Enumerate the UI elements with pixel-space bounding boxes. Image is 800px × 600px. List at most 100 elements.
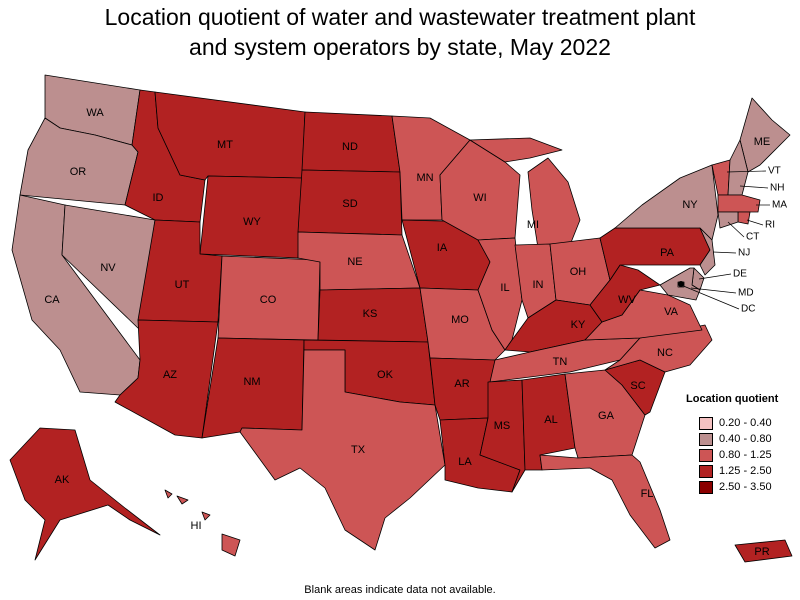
state-label-co: CO <box>260 294 277 306</box>
title-line-2: and system operators by state, May 2022 <box>189 34 611 60</box>
state-label-oh: OH <box>570 266 587 278</box>
dc-marker <box>678 281 684 287</box>
map-title: Location quotient of water and wastewate… <box>0 2 800 62</box>
state-label-ri: RI <box>765 220 775 231</box>
state-label-il: IL <box>500 282 509 294</box>
state-label-nv: NV <box>100 262 116 274</box>
state-label-ga: GA <box>598 410 615 422</box>
state-mi <box>469 137 581 249</box>
leader-line-dc <box>680 284 740 310</box>
state-nh <box>727 139 749 196</box>
state-label-nc: NC <box>657 347 673 359</box>
state-label-mn: MN <box>416 172 433 184</box>
state-label-wa: WA <box>86 107 104 119</box>
legend-swatch <box>699 480 713 494</box>
legend-items: 0.20 - 0.40 0.40 - 0.80 0.80 - 1.25 1.25 - … <box>686 415 798 495</box>
state-label-ne: NE <box>347 256 362 268</box>
state-label-md: MD <box>738 288 754 299</box>
state-label-ct: CT <box>746 232 759 243</box>
state-label-la: LA <box>458 456 472 468</box>
state-nm <box>201 337 305 439</box>
state-label-nh: NH <box>770 183 784 194</box>
legend-label: 2.50 - 3.50 <box>719 481 772 493</box>
state-label-ia: IA <box>437 242 448 254</box>
leader-line-md <box>690 287 737 294</box>
state-fl <box>539 454 671 549</box>
legend-label: 0.20 - 0.40 <box>719 417 772 429</box>
state-nj <box>699 227 716 276</box>
state-label-al: AL <box>544 414 557 426</box>
state-label-nm: NM <box>243 376 260 388</box>
state-label-wi: WI <box>473 192 486 204</box>
legend-swatch <box>699 448 713 462</box>
state-mt <box>154 91 306 181</box>
legend-swatch <box>699 416 713 430</box>
state-label-nd: ND <box>342 141 358 153</box>
legend-label: 1.25 - 2.50 <box>719 465 772 477</box>
state-label-pr: PR <box>754 546 769 558</box>
state-label-pa: PA <box>660 247 675 259</box>
state-label-ut: UT <box>175 279 190 291</box>
state-label-or: OR <box>70 166 87 178</box>
state-label-nj: NJ <box>738 248 750 259</box>
state-label-ak: AK <box>55 474 70 486</box>
state-label-hi: HI <box>191 520 202 532</box>
legend-swatch <box>699 432 713 446</box>
state-label-fl: FL <box>641 488 654 500</box>
leader-line-ct <box>727 221 745 238</box>
state-label-ny: NY <box>682 199 698 211</box>
state-ak <box>9 427 161 561</box>
state-label-me: ME <box>754 136 771 148</box>
state-label-wv: WV <box>618 294 636 306</box>
leader-line-vt <box>726 170 767 173</box>
state-label-in: IN <box>533 279 544 291</box>
title-line-1: Location quotient of water and wastewate… <box>104 4 696 30</box>
legend-item: 0.80 - 1.25 <box>686 447 798 463</box>
state-label-ma: MA <box>772 200 787 211</box>
state-label-mo: MO <box>451 314 469 326</box>
state-label-tx: TX <box>351 444 366 456</box>
state-hi <box>164 489 241 557</box>
leader-line-ri <box>746 219 764 226</box>
state-label-mi: MI <box>527 219 539 231</box>
state-label-de: DE <box>733 269 747 280</box>
leader-line-nh <box>739 185 769 189</box>
state-label-ca: CA <box>44 294 60 306</box>
legend-item: 0.20 - 0.40 <box>686 415 798 431</box>
state-labels: WA OR CA NV ID MT WY UT AZ CO NM ND SD NE KS OK TX MN IA MO… <box>44 107 787 558</box>
state-pr <box>734 539 793 563</box>
legend-swatch <box>699 464 713 478</box>
legend: Location quotient 0.20 - 0.40 0.40 - 0.80… <box>686 393 798 495</box>
leader-line-nj <box>712 251 737 254</box>
state-label-dc: DC <box>741 304 755 315</box>
legend-label: 0.40 - 0.80 <box>719 433 772 445</box>
state-label-az: AZ <box>163 369 177 381</box>
legend-title: Location quotient <box>686 393 779 405</box>
state-az <box>114 319 219 439</box>
state-label-va: VA <box>664 306 679 318</box>
state-label-ok: OK <box>377 369 394 381</box>
state-label-mt: MT <box>217 139 233 151</box>
state-label-wy: WY <box>243 216 261 228</box>
state-ma <box>717 194 761 213</box>
leader-line-de <box>698 273 732 280</box>
state-label-tn: TN <box>553 356 568 368</box>
state-shapes <box>9 74 793 563</box>
state-label-ar: AR <box>454 378 469 390</box>
state-label-ky: KY <box>571 319 586 331</box>
leader-lines <box>678 170 770 310</box>
state-ri <box>737 211 751 225</box>
legend-label: 0.80 - 1.25 <box>719 449 772 461</box>
state-label-id: ID <box>153 192 164 204</box>
state-label-ks: KS <box>363 308 378 320</box>
state-label-sd: SD <box>342 198 357 210</box>
legend-item: 0.40 - 0.80 <box>686 431 798 447</box>
state-tx <box>239 349 446 551</box>
state-label-sc: SC <box>630 380 645 392</box>
footnote: Blank areas indicate data not available. <box>304 584 496 596</box>
legend-item: 1.25 - 2.50 <box>686 463 798 479</box>
legend-item: 2.50 - 3.50 <box>686 479 798 495</box>
state-label-vt: VT <box>768 166 781 177</box>
state-label-ms: MS <box>494 420 511 432</box>
